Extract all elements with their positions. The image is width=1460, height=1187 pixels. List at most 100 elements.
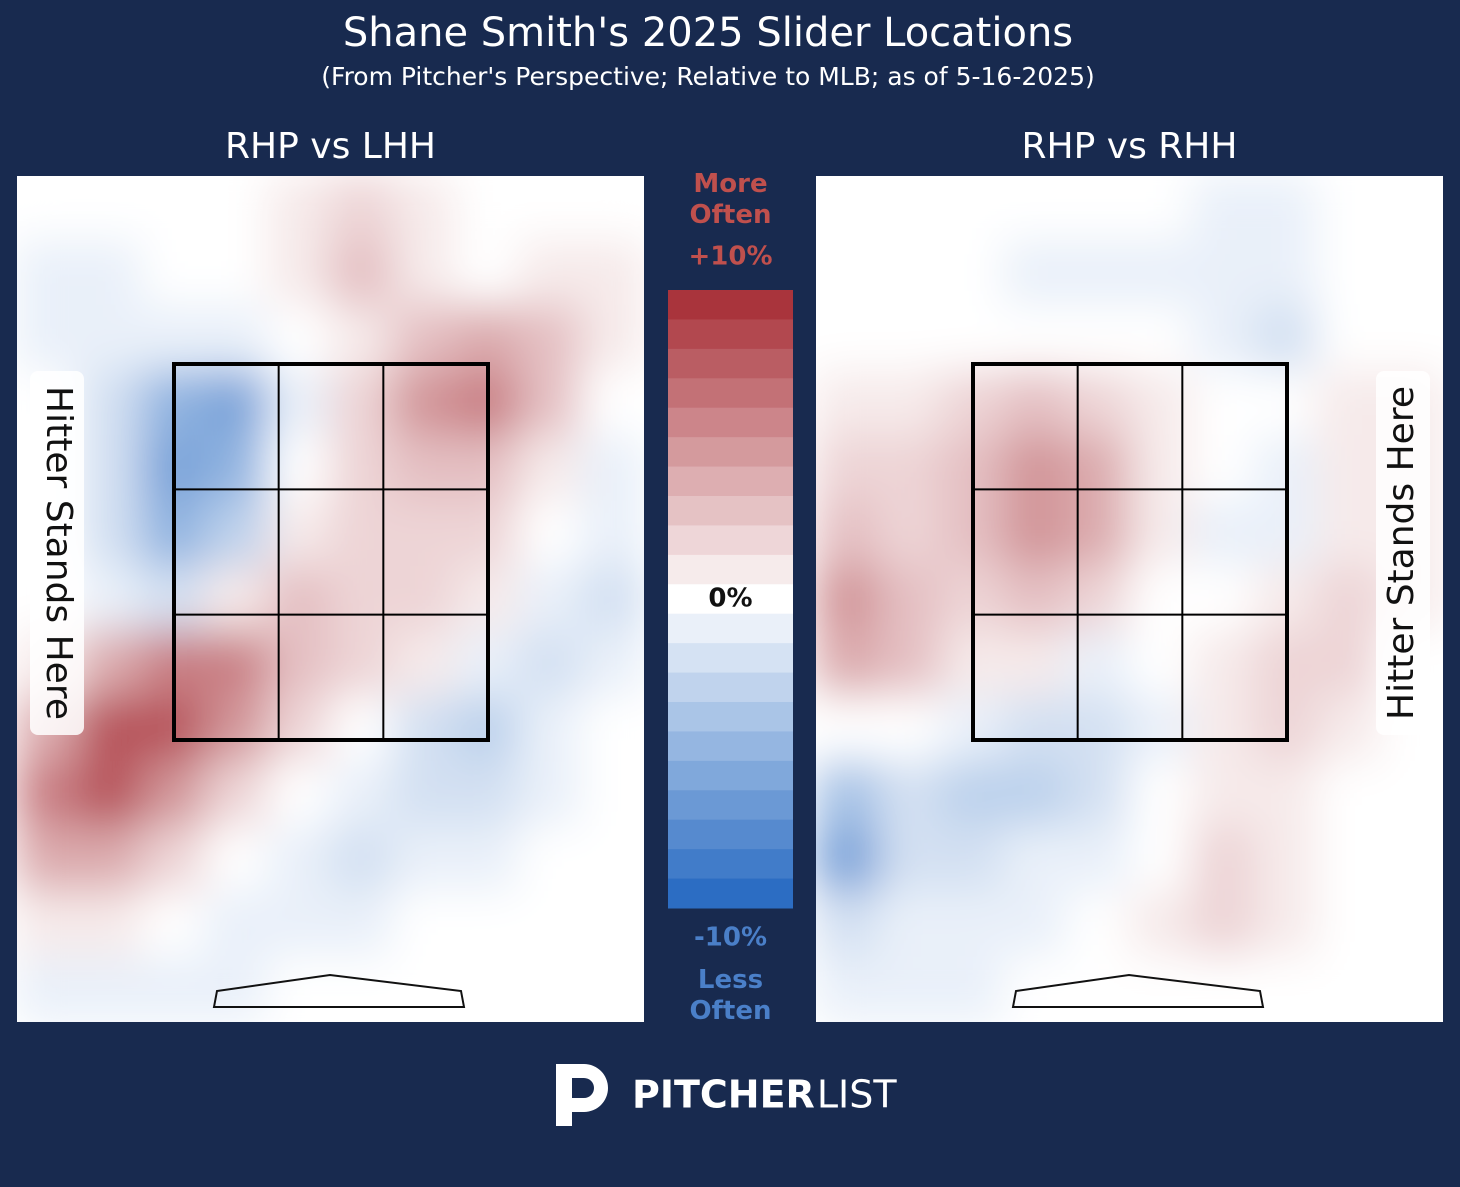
heat-cell <box>329 695 395 763</box>
heat-cell <box>329 240 395 308</box>
colorbar-band <box>668 643 793 674</box>
heat-cell <box>1316 890 1382 958</box>
heat-cell <box>816 565 880 633</box>
heat-cell <box>141 240 207 308</box>
heat-cell <box>204 565 269 633</box>
colorbar-band <box>668 290 793 320</box>
heat-cell <box>266 955 332 1022</box>
logo-icon <box>556 1064 608 1126</box>
heat-cell <box>329 435 395 503</box>
heat-cell <box>1065 760 1131 828</box>
heat-cell <box>392 176 457 243</box>
heat-cell <box>1316 176 1382 243</box>
heat-cell <box>877 955 943 1022</box>
heat-cell <box>1191 565 1256 633</box>
heat-cell <box>1003 695 1068 763</box>
heat-cell <box>816 305 880 373</box>
heat-cell <box>17 955 81 1022</box>
heat-cell <box>1003 825 1068 893</box>
colorbar-bottom-label: Less Often <box>690 965 772 1026</box>
label-line: More <box>693 169 767 199</box>
heat-cell <box>517 176 583 243</box>
heat-cell <box>266 760 332 828</box>
side-label: Hitter Stands Here <box>38 386 79 720</box>
heat-cell <box>204 435 269 503</box>
logo: PITCHER LIST <box>556 1064 897 1126</box>
side-label: Hitter Stands Here <box>1381 386 1422 720</box>
heat-cell <box>204 630 269 698</box>
heat-cell <box>329 500 395 568</box>
heat-cell <box>266 890 332 958</box>
heat-cell <box>1316 955 1382 1022</box>
heat-cell <box>204 370 269 438</box>
heat-cell <box>204 176 269 243</box>
heat-cell <box>454 760 520 828</box>
heat-cell <box>517 695 583 763</box>
colorbar-band <box>668 760 793 791</box>
heat-cell <box>1379 760 1443 828</box>
heat-cell <box>266 825 332 893</box>
colorbar-band <box>668 849 793 880</box>
heat-cell <box>1003 565 1068 633</box>
heat-cell <box>517 760 583 828</box>
heat-cell <box>580 176 644 243</box>
heat-cell <box>1128 176 1194 243</box>
heat-cell <box>940 955 1006 1022</box>
colorbar-band <box>668 878 793 909</box>
strike-zone <box>971 362 1289 742</box>
heat-cell <box>1191 760 1256 828</box>
chart-subtitle: (From Pitcher's Perspective; Relative to… <box>321 62 1094 91</box>
heatmap <box>17 176 644 1022</box>
heat-cell <box>1003 305 1068 373</box>
heat-cell <box>1316 565 1382 633</box>
heat-cell <box>392 240 457 308</box>
heat-cell <box>877 370 943 438</box>
heat-cell <box>1191 305 1256 373</box>
heat-cell <box>580 890 644 958</box>
colorbar-tick-label: -10% <box>694 923 767 953</box>
colorbar-band <box>668 378 793 409</box>
heat-cell <box>204 695 269 763</box>
heat-cell <box>1065 630 1131 698</box>
heat-cell <box>580 435 644 503</box>
heat-cell <box>266 630 332 698</box>
heat-cell <box>877 630 943 698</box>
heat-cell <box>1316 435 1382 503</box>
heat-cell <box>78 565 144 633</box>
heat-cell <box>204 955 269 1022</box>
heat-cell <box>1379 176 1443 243</box>
heat-cell <box>266 695 332 763</box>
colorbar-band <box>668 437 793 468</box>
heat-cell <box>1191 370 1256 438</box>
heat-cell <box>1003 630 1068 698</box>
heat-cell <box>580 630 644 698</box>
heat-cell <box>266 240 332 308</box>
heat-cell <box>1191 500 1256 568</box>
heat-cell <box>816 760 880 828</box>
heat-cell <box>1128 890 1194 958</box>
heat-cell <box>1003 176 1068 243</box>
colorbar-tick-label: +10% <box>688 242 772 272</box>
heat-cell <box>141 955 207 1022</box>
heat-cell <box>517 500 583 568</box>
heat-cell <box>1003 760 1068 828</box>
heat-cell <box>940 890 1006 958</box>
colorbar-band <box>668 407 793 438</box>
heat-cell <box>329 630 395 698</box>
colorbar-band <box>668 348 793 379</box>
heat-cell <box>580 370 644 438</box>
colorbar-band <box>668 702 793 732</box>
colorbar-band <box>668 790 793 821</box>
heat-cell <box>266 176 332 243</box>
heat-cell <box>1003 240 1068 308</box>
colorbar-band <box>668 731 793 762</box>
heat-cell <box>1316 695 1382 763</box>
label-line: Often <box>690 996 772 1026</box>
colorbar-tick-label: 0% <box>708 584 752 614</box>
colorbar-band <box>668 554 793 585</box>
heat-cell <box>1253 890 1319 958</box>
heat-cell <box>580 825 644 893</box>
heat-cell <box>78 435 144 503</box>
strike-zone <box>172 362 490 742</box>
heat-cell <box>204 500 269 568</box>
